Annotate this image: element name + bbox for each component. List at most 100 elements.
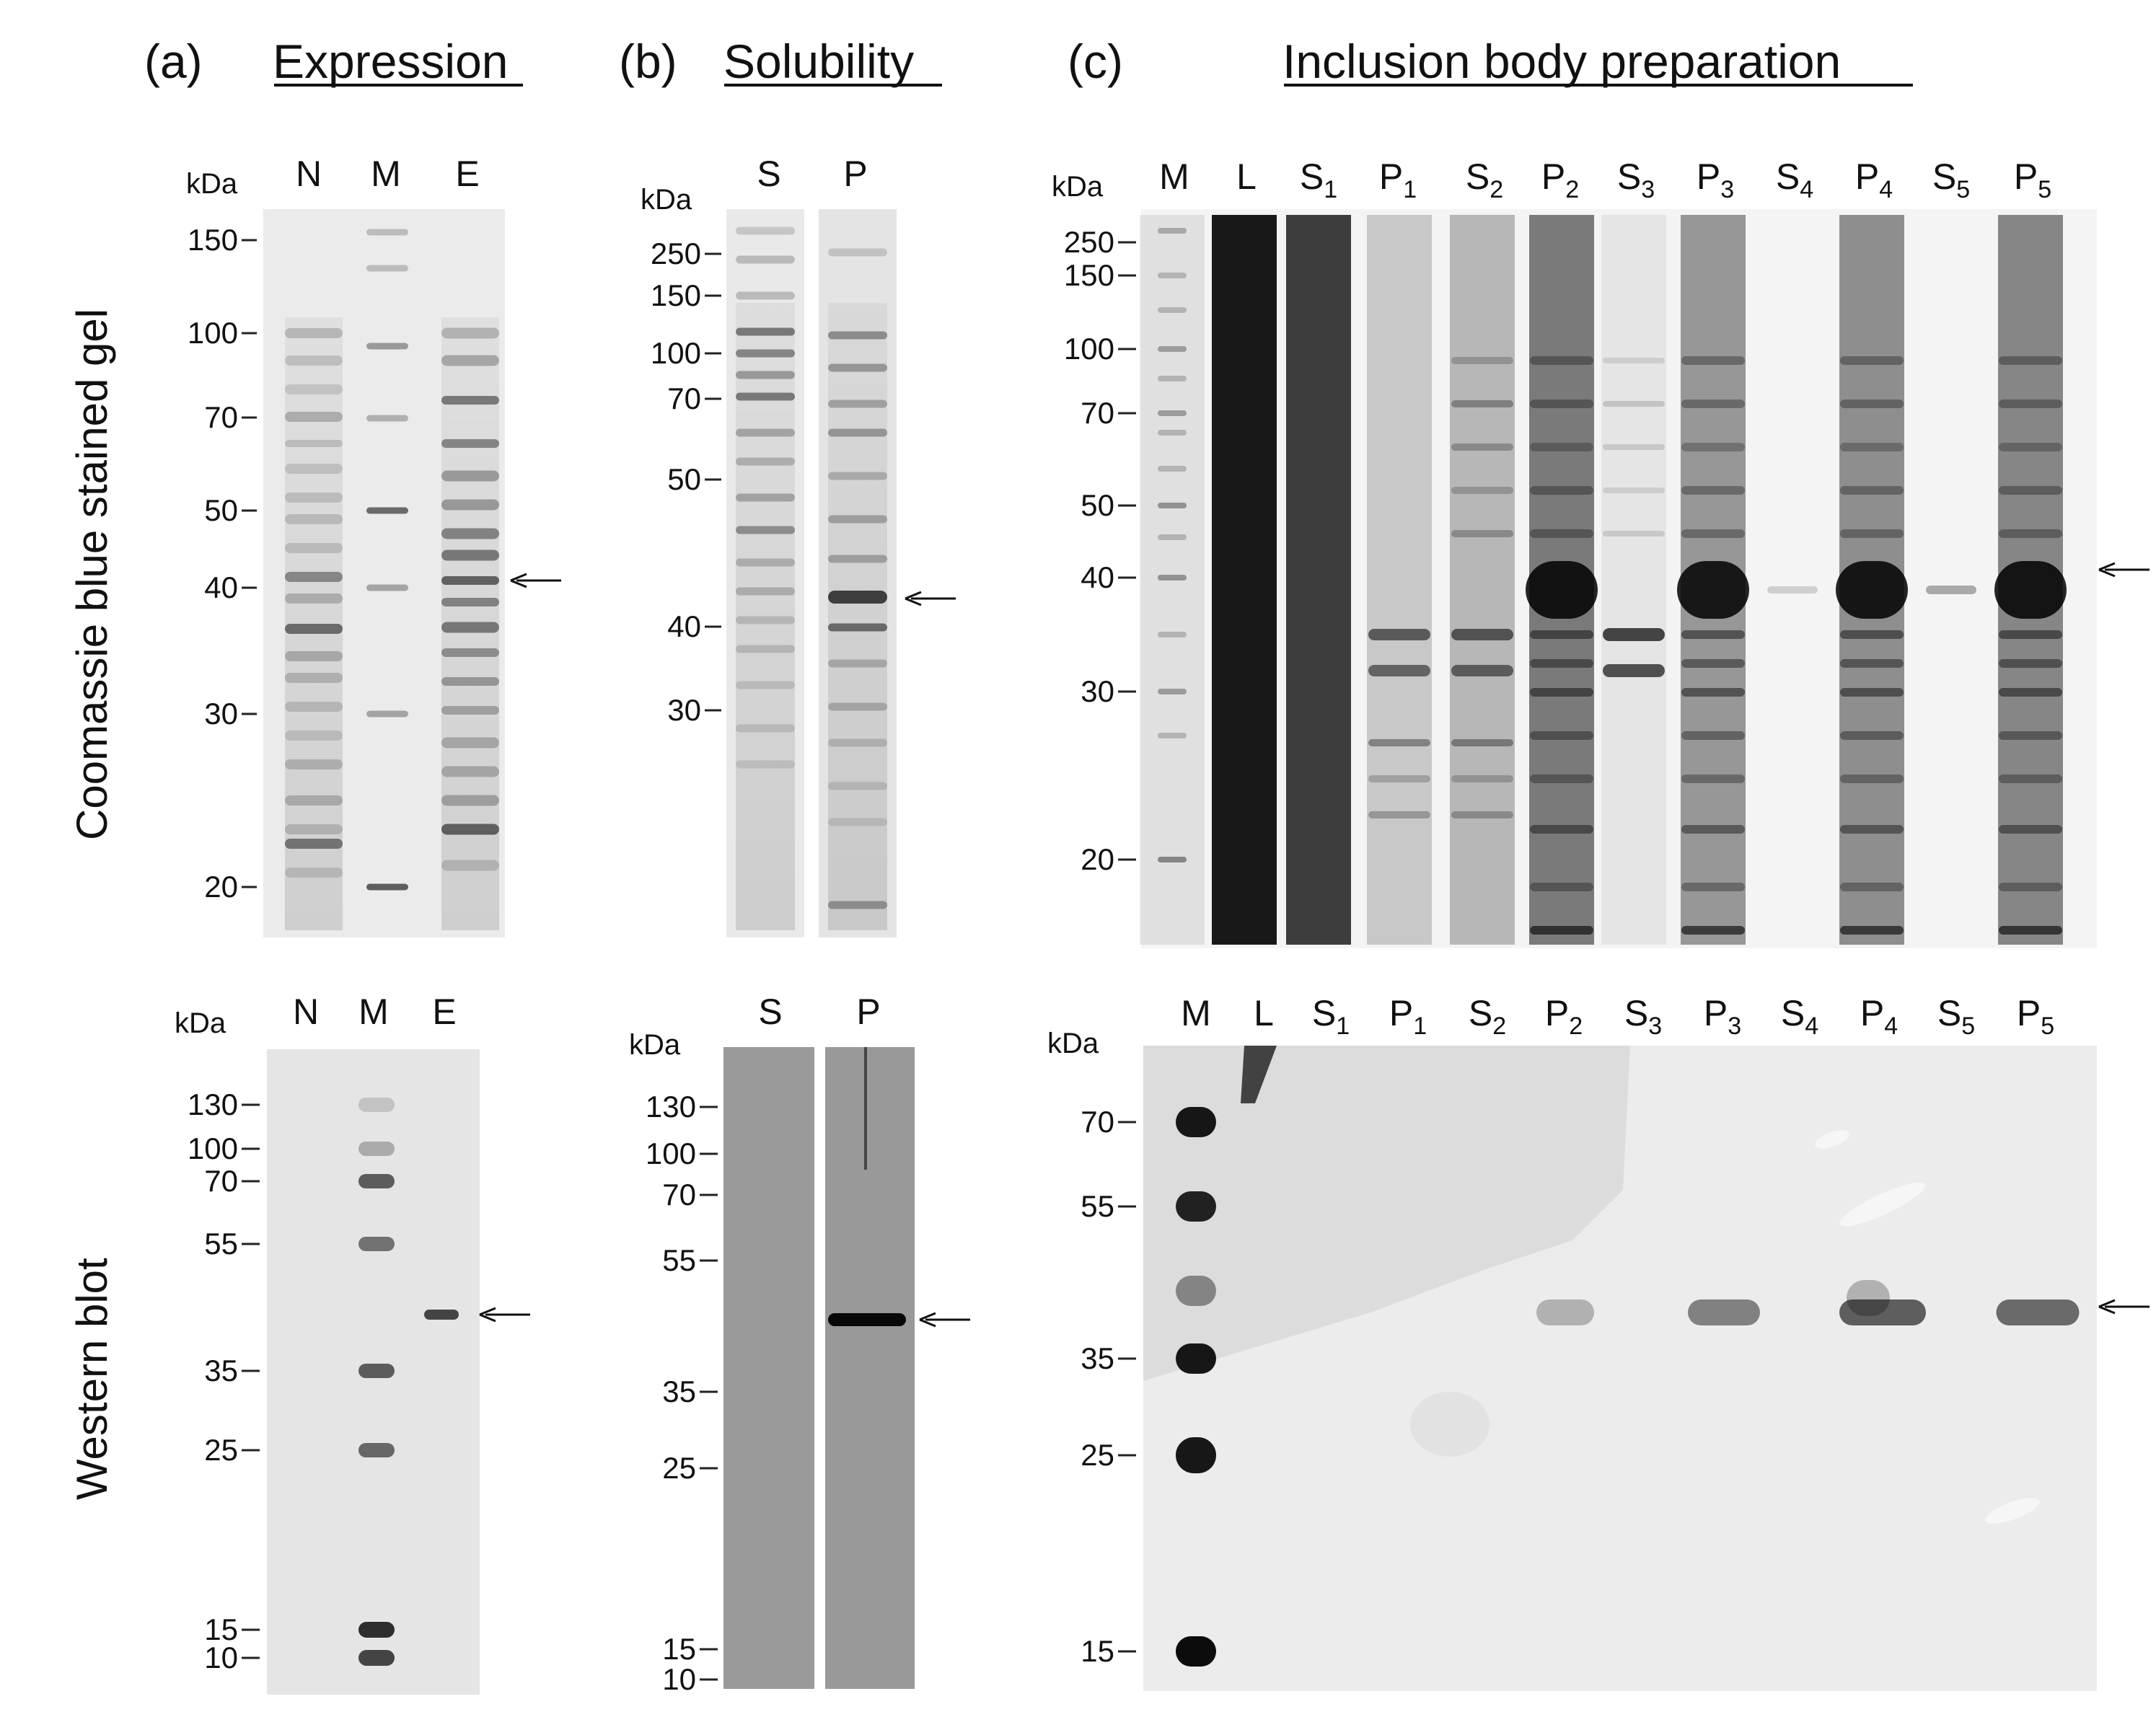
a-gel-marker-50: 50 (204, 493, 238, 527)
a-blot-lane-label-e: E (432, 992, 456, 1032)
c-gel-band-m (1158, 228, 1187, 234)
b-gel-lane-p-smear (828, 303, 887, 930)
c-gel-band-m (1158, 534, 1187, 540)
b-blot-marker-100: 100 (646, 1137, 696, 1170)
c-gel-lane-label: S1 (1300, 156, 1337, 203)
c-gel-band (1530, 356, 1593, 365)
b-gel-lane-s-smear (736, 303, 795, 930)
c-gel-band (1840, 774, 1904, 783)
c-gel-band (1681, 529, 1745, 538)
a-gel-band-n (285, 412, 343, 422)
c-gel-band (1530, 926, 1593, 935)
a-gel-band-n (285, 824, 343, 834)
c-gel-band (1999, 529, 2062, 538)
c-gel-band (1681, 926, 1745, 935)
b-gel-band-s (736, 760, 795, 769)
a-blot-band-e (424, 1310, 459, 1320)
c-gel-lane-label: S2 (1466, 156, 1503, 203)
a-gel-band-m (366, 415, 408, 422)
b-gel-marker-250: 250 (651, 237, 701, 270)
c-blot-reflection-1 (1839, 1182, 1926, 1227)
c-blot-band-l (1241, 1046, 1277, 1103)
c-gel-band-s3 (1603, 487, 1665, 493)
c-gel-band-s3 (1603, 664, 1665, 677)
a-gel-band-n (285, 759, 343, 769)
a-gel-band-m (366, 229, 408, 236)
a-blot-band-m (358, 1443, 395, 1457)
c-blot-lane-label: P1 (1389, 993, 1427, 1040)
c-gel-band (1999, 825, 2062, 834)
a-gel-band-n (285, 384, 343, 394)
a-gel-band-n (285, 868, 343, 878)
a-blot-marker-70: 70 (204, 1164, 238, 1198)
c-gel-band (1681, 688, 1745, 697)
b-gel-band-p (828, 428, 887, 437)
b-gel-band-p (828, 248, 887, 257)
b-blot-marker-70: 70 (662, 1178, 696, 1212)
a-blot-marker-55: 55 (204, 1227, 238, 1261)
b-gel-band-s (736, 558, 795, 567)
a-gel-band-n (285, 514, 343, 524)
b-blot-streak (864, 1047, 867, 1170)
c-gel-band (1530, 400, 1593, 408)
b-blot-marker-55: 55 (662, 1243, 696, 1277)
c-gel-band (1840, 883, 1904, 891)
a-blot-marker-35: 35 (204, 1354, 238, 1387)
a-gel-lane-label-e: E (455, 154, 479, 194)
a-blot-band-m (358, 1650, 395, 1666)
a-gel-band-n (285, 624, 343, 634)
c-gel-band-40kda (1677, 561, 1749, 619)
c-gel-marker-100: 100 (1064, 332, 1114, 366)
a-gel-band-e (441, 396, 499, 405)
c-gel-band (1530, 774, 1593, 783)
c-gel-lane-label: P3 (1697, 156, 1734, 203)
c-gel-band-p1 (1368, 775, 1430, 782)
c-gel-band (1681, 774, 1745, 783)
c-gel-band-s3 (1603, 628, 1665, 641)
a-gel-band-e (441, 795, 499, 806)
b-blot-marker-15: 15 (662, 1632, 696, 1666)
a-gel-band-n (285, 702, 343, 712)
c-gel-band (1530, 529, 1593, 538)
c-gel-band (1999, 659, 2062, 668)
c-gel-lane-label: P2 (1541, 156, 1579, 203)
c-gel-band (1530, 688, 1593, 697)
c-gel-band-s3 (1603, 401, 1665, 407)
c-gel-lane-label: M (1159, 156, 1189, 197)
b-blot-marker-25: 25 (662, 1451, 696, 1485)
b-gel-band-p (828, 472, 887, 480)
c-gel-band (1840, 356, 1904, 365)
b-gel-kda-label: kDa (641, 184, 692, 216)
c-gel-band (1681, 731, 1745, 740)
c-blot-marker-55: 55 (1081, 1189, 1114, 1223)
c-gel-band-s2 (1451, 443, 1513, 451)
a-gel-band-e (441, 355, 499, 366)
c-blot-shadow-region (1143, 1046, 1630, 1381)
a-gel-band-n (285, 572, 343, 582)
left-arrow-icon (905, 591, 956, 606)
b-gel-band-p (828, 901, 887, 909)
c-gel-bands (1158, 228, 2067, 935)
c-blot-lane-label: P4 (1860, 993, 1898, 1040)
b-gel-band-s (736, 428, 795, 437)
left-arrow-icon (2098, 562, 2150, 578)
b-gel-marker-70: 70 (667, 381, 701, 415)
c-gel-band (1840, 630, 1904, 639)
b-blot-bands (828, 1047, 906, 1326)
c-gel-marker-30: 30 (1081, 674, 1114, 708)
c-gel-band (1530, 630, 1593, 639)
a-gel-band-n (285, 593, 343, 604)
c-gel-band (1840, 926, 1904, 935)
c-gel-band (1840, 688, 1904, 697)
c-gel-band-s2 (1451, 739, 1513, 746)
b-blot-lane-label-p: P (856, 992, 880, 1032)
b-gel-band-p (828, 363, 887, 372)
a-gel-band-n (285, 493, 343, 503)
c-gel-lane-label: S5 (1932, 156, 1970, 203)
c-gel-lane-smear (1212, 215, 1277, 945)
c-gel-band-m (1158, 575, 1187, 581)
a-gel-band-n (285, 328, 343, 338)
a-gel-band-m (366, 507, 408, 514)
b-gel-band-s (736, 226, 795, 235)
